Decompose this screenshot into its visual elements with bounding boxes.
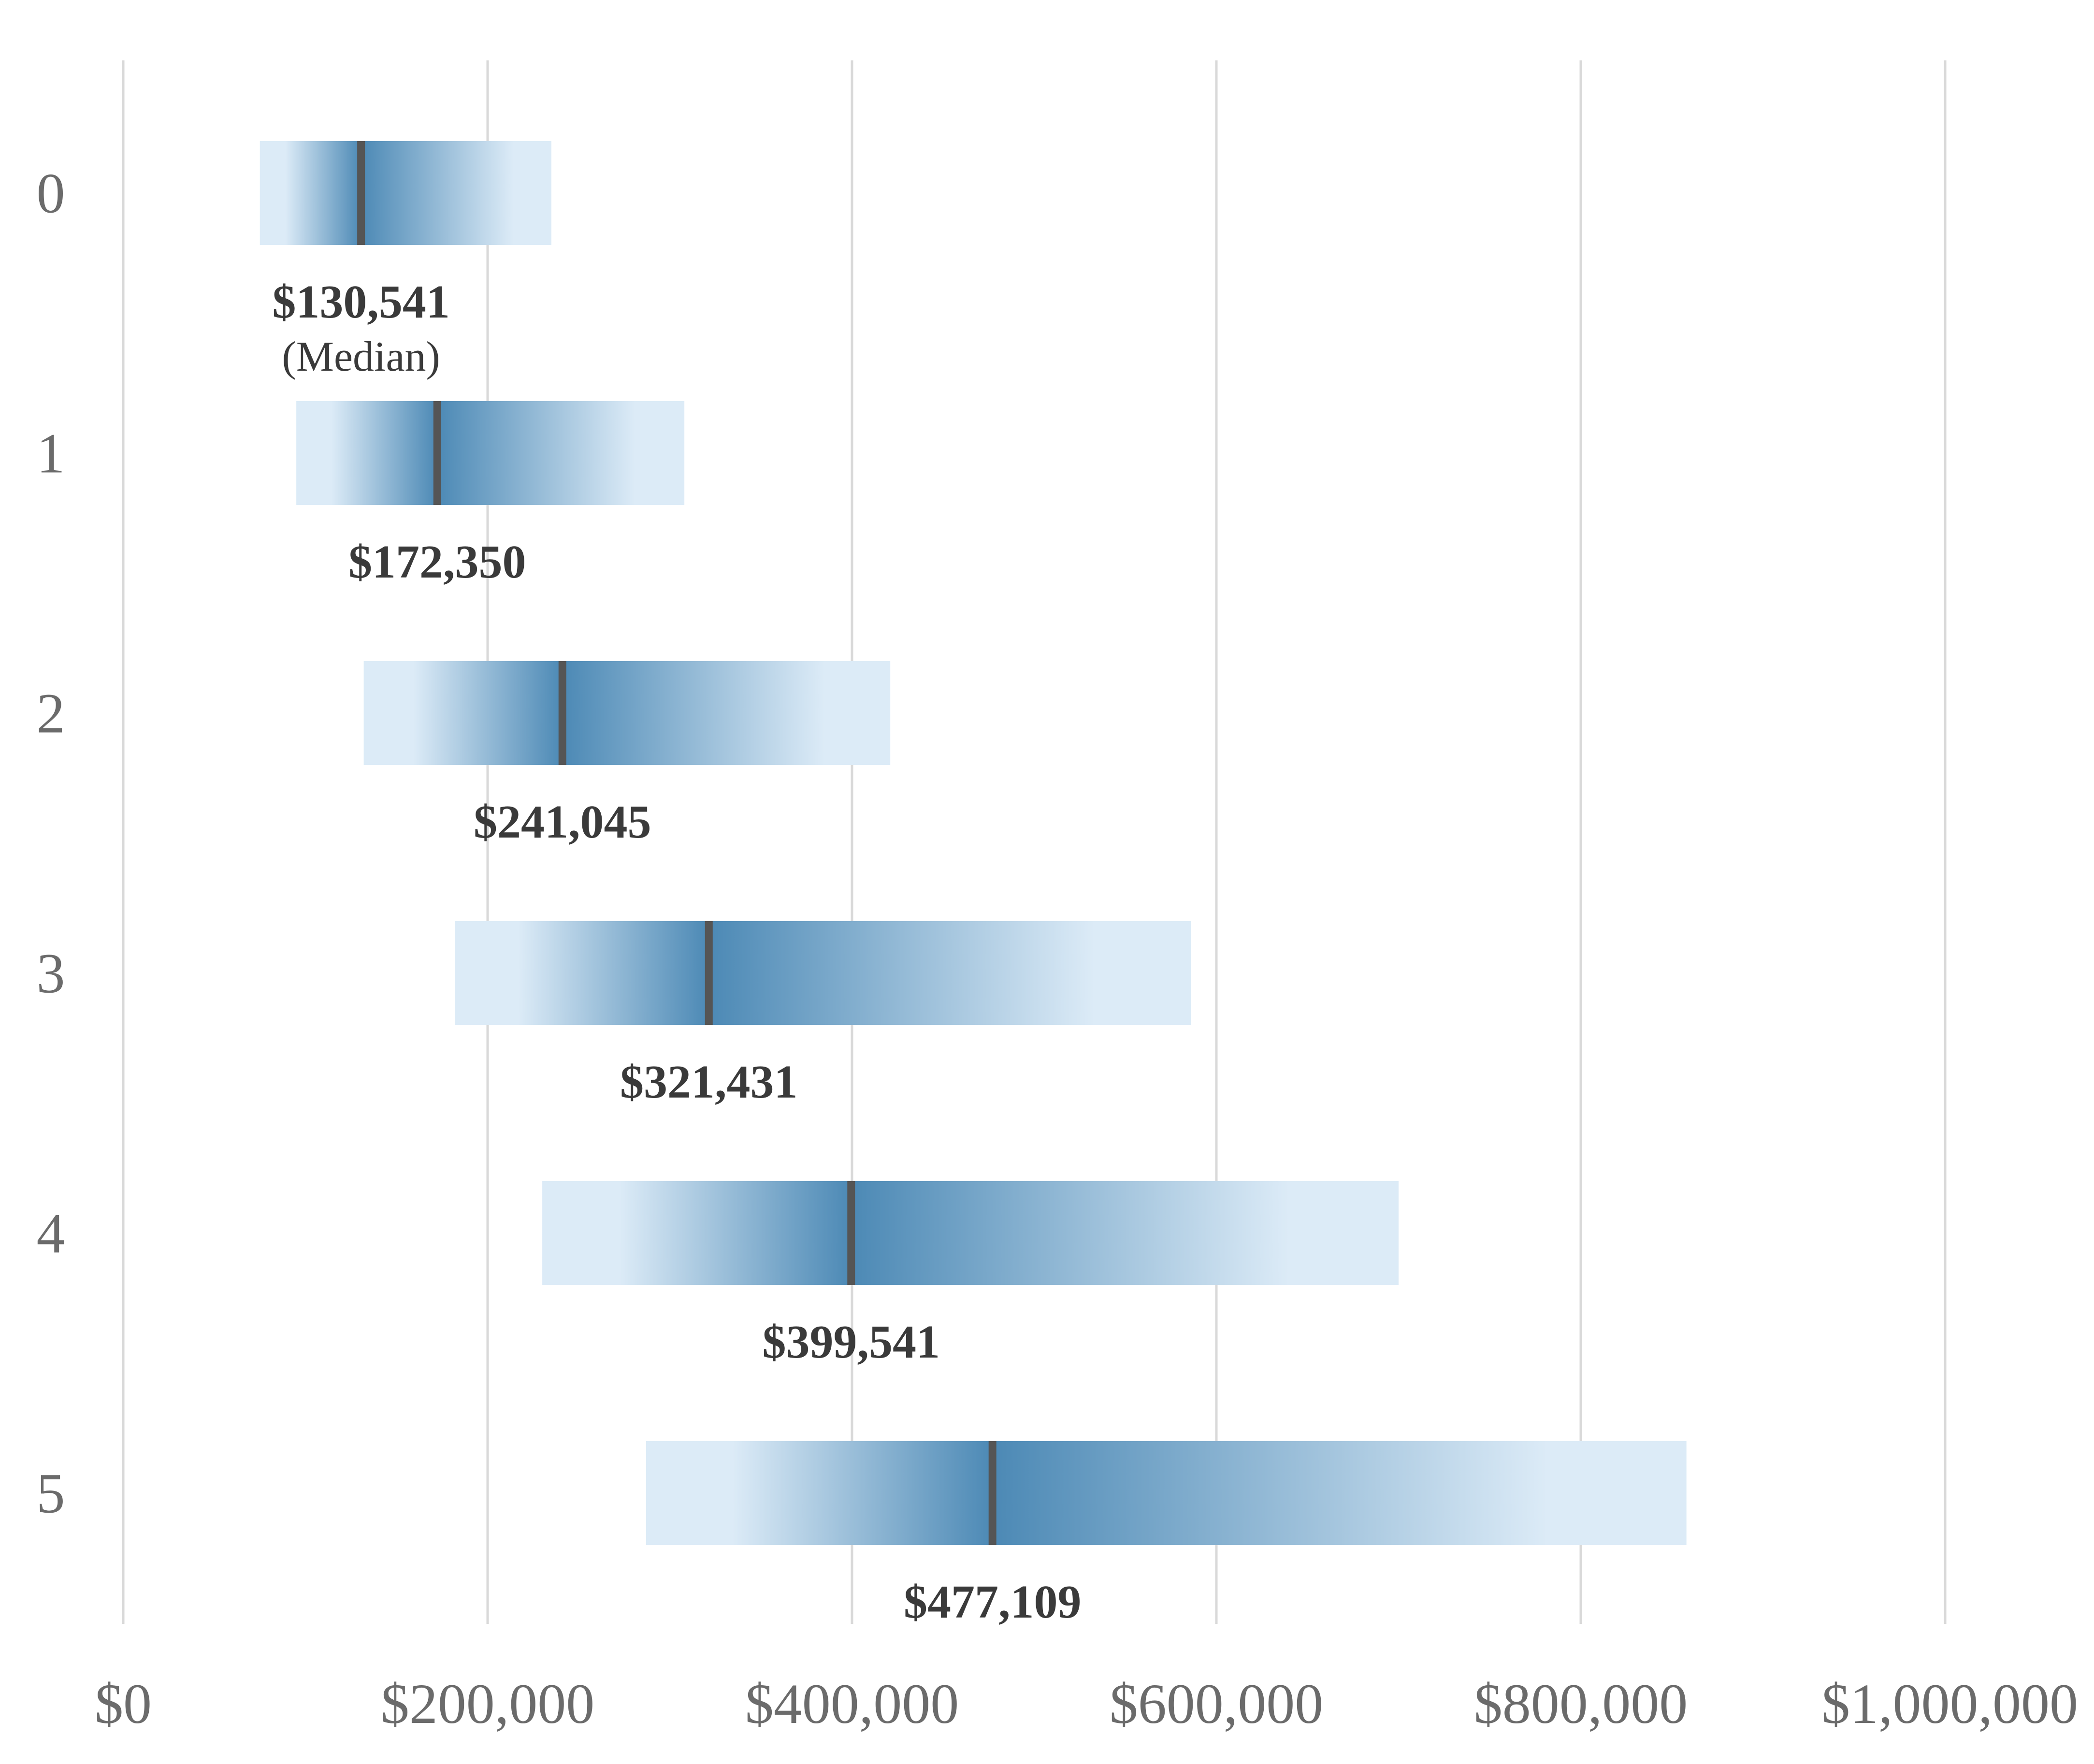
- x-tick-label: $400,000: [745, 1672, 959, 1735]
- category-label: 5: [37, 1462, 65, 1525]
- range-bar: [542, 1181, 1399, 1285]
- median-value-label: $241,045: [474, 796, 651, 848]
- x-tick-label: $0: [95, 1672, 152, 1735]
- range-bar: [296, 401, 685, 505]
- category-label: 4: [37, 1202, 65, 1265]
- category-label: 0: [37, 162, 65, 225]
- range-bar: [455, 921, 1191, 1025]
- category-label: 3: [37, 942, 65, 1005]
- x-tick-label: $1,000,000: [1821, 1672, 2078, 1735]
- x-tick-label: $200,000: [381, 1672, 595, 1735]
- median-value-label: $172,350: [348, 536, 526, 588]
- range-bar: [646, 1441, 1687, 1545]
- category-label: 2: [37, 682, 65, 745]
- x-tick-label: $800,000: [1474, 1672, 1688, 1735]
- median-note-label: (Median): [282, 333, 440, 380]
- gridlines: [122, 60, 1947, 1624]
- bars: [260, 141, 1687, 1545]
- median-value-label: $130,541: [272, 276, 450, 328]
- median-value-label: $399,541: [763, 1316, 940, 1368]
- category-label: 1: [37, 422, 65, 485]
- median-value-label: $321,431: [620, 1056, 798, 1108]
- labels: $0 $200,000 $400,000 $600,000 $800,000 $1,000…: [37, 162, 2079, 1736]
- range-bar: [363, 661, 891, 765]
- x-tick-label: $600,000: [1110, 1672, 1324, 1735]
- range-bar: [260, 141, 551, 245]
- median-value-label: $477,109: [904, 1576, 1082, 1628]
